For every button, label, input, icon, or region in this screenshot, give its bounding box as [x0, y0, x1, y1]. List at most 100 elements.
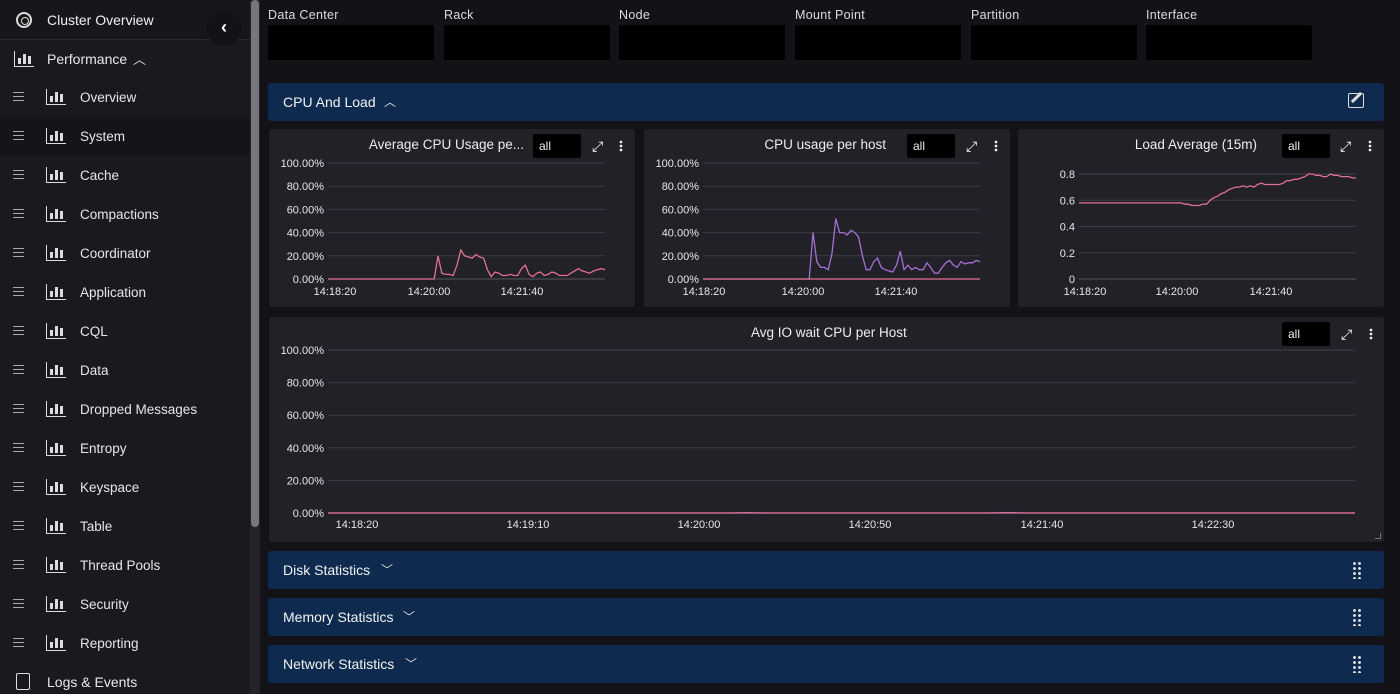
kebab-menu-icon[interactable]	[1368, 140, 1372, 152]
panel-title: Avg IO wait CPU per Host	[751, 325, 907, 340]
bar-chart-icon	[46, 206, 66, 222]
bar-chart-icon	[46, 128, 66, 144]
drag-handle-icon[interactable]	[13, 365, 24, 374]
bar-chart-icon	[46, 323, 66, 339]
sidebar-item-compactions[interactable]: Compactions	[0, 195, 250, 234]
section-network-statistics[interactable]: Network Statistics ﹀	[268, 645, 1384, 683]
bar-chart-icon	[46, 362, 66, 378]
sidebar-item-system[interactable]: System	[0, 117, 250, 156]
filter-select[interactable]	[1146, 25, 1312, 60]
sidebar: Cluster Overview ‹ Performance ︿ Overvie…	[0, 0, 250, 694]
drag-handle-icon[interactable]	[13, 287, 24, 296]
sidebar-item-coordinator[interactable]: Coordinator	[0, 234, 250, 273]
sidebar-item-label: Data	[80, 363, 109, 378]
host-selector[interactable]: all	[907, 134, 955, 158]
drag-handle-icon[interactable]	[13, 482, 24, 491]
chevron-up-icon[interactable]: ︿	[384, 95, 397, 109]
sidebar-item-entropy[interactable]: Entropy	[0, 429, 250, 468]
sidebar-item-security[interactable]: Security	[0, 585, 250, 624]
sidebar-item-cache[interactable]: Cache	[0, 156, 250, 195]
x-tick-label: 14:18:20	[336, 519, 379, 531]
expand-icon[interactable]: ⤢	[1340, 138, 1352, 154]
expand-icon[interactable]: ⤢	[1341, 326, 1353, 342]
series-line-0	[703, 218, 981, 280]
drag-handle-icon[interactable]	[13, 638, 24, 647]
drag-grip-icon[interactable]	[1352, 608, 1362, 626]
sidebar-item-table[interactable]: Table	[0, 507, 250, 546]
drag-handle-icon[interactable]	[13, 326, 24, 335]
filter-rack: Rack	[444, 8, 610, 60]
sidebar-item-keyspace[interactable]: Keyspace	[0, 468, 250, 507]
sidebar-item-application[interactable]: Application	[0, 273, 250, 312]
section-disk-statistics[interactable]: Disk Statistics ﹀	[268, 551, 1384, 589]
filter-select[interactable]	[444, 25, 610, 60]
x-tick-label: 14:18:20	[1064, 286, 1107, 298]
bar-chart-icon	[46, 167, 66, 183]
sidebar-item-cql[interactable]: CQL	[0, 312, 250, 351]
drag-handle-icon[interactable]	[13, 404, 24, 413]
performance-label: Performance	[47, 51, 128, 67]
drag-grip-icon[interactable]	[1352, 561, 1362, 579]
section-label: Network Statistics	[283, 656, 395, 672]
host-selector[interactable]: all	[1282, 134, 1330, 158]
sidebar-item-reporting[interactable]: Reporting	[0, 624, 250, 663]
drag-handle-icon[interactable]	[13, 560, 24, 569]
expand-icon[interactable]: ⤢	[592, 138, 604, 154]
bar-chart-icon	[46, 596, 66, 612]
chevron-up-icon[interactable]: ︿	[133, 52, 147, 67]
chevron-down-icon[interactable]: ﹀	[403, 610, 416, 624]
bar-chart-icon	[46, 518, 66, 534]
sidebar-item-label: Cache	[80, 168, 120, 183]
chevron-down-icon[interactable]: ﹀	[381, 563, 394, 577]
y-tick-label: 100.00%	[281, 345, 325, 357]
sidebar-item-thread-pools[interactable]: Thread Pools	[0, 546, 250, 585]
scrollbar-thumb[interactable]	[251, 0, 259, 527]
sidebar-item-data[interactable]: Data	[0, 351, 250, 390]
logs-events-label: Logs & Events	[47, 674, 138, 690]
drag-handle-icon[interactable]	[13, 248, 24, 257]
drag-handle-icon[interactable]	[13, 170, 24, 179]
collapse-sidebar-button[interactable]: ‹	[206, 10, 242, 46]
drag-handle-icon[interactable]	[13, 521, 24, 530]
host-selector[interactable]: all	[1282, 322, 1330, 346]
y-tick-label: 20.00%	[662, 251, 700, 263]
drag-handle-icon[interactable]	[13, 131, 24, 140]
host-selector[interactable]: all	[533, 134, 581, 158]
chevron-down-icon[interactable]: ﹀	[405, 657, 418, 671]
drag-handle-icon[interactable]	[13, 443, 24, 452]
kebab-menu-icon[interactable]	[1369, 328, 1373, 340]
sidebar-item-dropped-messages[interactable]: Dropped Messages	[0, 390, 250, 429]
filter-select[interactable]	[971, 25, 1137, 60]
y-tick-label: 0.00%	[668, 274, 699, 286]
filter-select[interactable]	[268, 25, 434, 60]
sidebar-item-overview[interactable]: Overview	[0, 78, 250, 117]
y-tick-label: 0.8	[1060, 169, 1075, 181]
resize-handle[interactable]	[1375, 533, 1381, 539]
drag-handle-icon[interactable]	[13, 209, 24, 218]
sidebar-scrollbar[interactable]	[250, 0, 260, 694]
kebab-menu-icon[interactable]	[619, 140, 623, 152]
performance-nav[interactable]: Performance ︿	[0, 40, 250, 78]
drag-grip-icon[interactable]	[1352, 655, 1362, 673]
filter-select[interactable]	[795, 25, 961, 60]
x-tick-label: 14:20:50	[849, 519, 892, 531]
document-icon	[16, 673, 30, 690]
edit-icon[interactable]	[1348, 93, 1364, 108]
y-tick-label: 60.00%	[287, 410, 325, 422]
kebab-menu-icon[interactable]	[994, 140, 998, 152]
chart-svg: 100.00% 80.00% 60.00% 40.00% 20.00% 0.00%14:1…	[656, 158, 981, 298]
filter-select[interactable]	[619, 25, 785, 60]
x-tick-label: 14:21:40	[501, 286, 544, 298]
section-cpu-and-load[interactable]: CPU And Load ︿	[268, 83, 1384, 121]
y-tick-label: 100.00%	[656, 158, 700, 170]
panel-title: Average CPU Usage pe...	[368, 137, 524, 152]
section-memory-statistics[interactable]: Memory Statistics ﹀	[268, 598, 1384, 636]
filter-data-center: Data Center	[268, 8, 434, 60]
y-tick-label: 40.00%	[287, 443, 325, 455]
chart-panel-cpu-per-host: 100.00% 80.00% 60.00% 40.00% 20.00% 0.00% 14:1…	[644, 129, 1010, 307]
expand-icon[interactable]: ⤢	[966, 138, 978, 154]
sidebar-item-label: Application	[80, 285, 147, 300]
drag-handle-icon[interactable]	[13, 92, 24, 101]
logs-events-nav[interactable]: Logs & Events	[0, 668, 250, 694]
drag-handle-icon[interactable]	[13, 599, 24, 608]
